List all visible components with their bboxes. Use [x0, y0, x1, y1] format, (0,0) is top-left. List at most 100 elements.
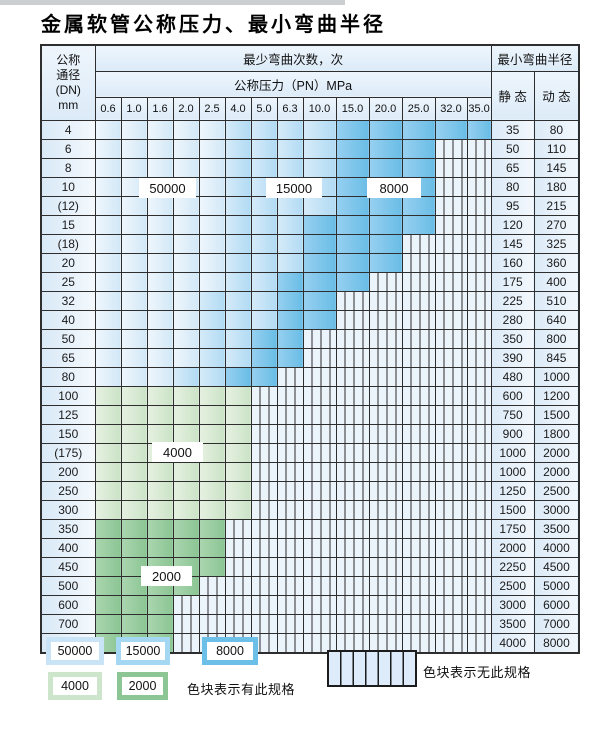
cycles-cell-2000 [94, 556, 122, 577]
dynamic-radius-value: 145 [533, 157, 580, 178]
row-dn-500: 500 2500 5000 [40, 575, 580, 596]
row-dn-125: 125 750 1500 [40, 404, 580, 425]
cycles-cell-15000 [224, 328, 252, 349]
no-spec-cell [335, 575, 370, 596]
dn-label: 80 [40, 366, 96, 387]
cycles-cell-50000 [198, 233, 226, 254]
no-spec-cell [434, 385, 468, 406]
cycles-cell-4000 [120, 461, 148, 482]
no-spec-cell [434, 328, 468, 349]
band-label-15000: 15000 [266, 178, 322, 198]
static-radius-value: 2000 [490, 537, 535, 558]
dynamic-radius-value: 180 [533, 176, 580, 197]
cycles-cell-8000 [368, 214, 403, 235]
cycles-cell-4000 [120, 423, 148, 444]
no-spec-cell [276, 385, 304, 406]
row-dn-32: 32 225 510 [40, 290, 580, 311]
cycles-cell-4000 [120, 480, 148, 501]
no-spec-cell [401, 404, 436, 425]
row-dn-100: 100 600 1200 [40, 385, 580, 406]
cycles-cell-2000 [120, 613, 148, 634]
cycles-cell-50000 [146, 271, 174, 292]
cycles-cell-15000 [224, 176, 252, 197]
no-spec-cell [466, 385, 492, 406]
cycles-cell-15000 [276, 214, 304, 235]
cycles-cell-8000 [434, 119, 468, 140]
dynamic-radius-value: 2000 [533, 461, 580, 482]
no-spec-cell [434, 613, 468, 634]
no-spec-cell [198, 575, 226, 596]
no-spec-cell [250, 461, 278, 482]
static-radius-value: 600 [490, 385, 535, 406]
dn-line-1: 公称 [56, 52, 81, 67]
no-spec-cell [434, 423, 468, 444]
cycles-cell-50000 [198, 195, 226, 216]
dynamic-radius-value: 215 [533, 195, 580, 216]
cycles-cell-4000 [120, 385, 148, 406]
cycles-cell-2000 [198, 518, 226, 539]
row-dn-40: 40 280 640 [40, 309, 580, 330]
no-spec-cell [401, 594, 436, 615]
no-spec-cell [466, 157, 492, 178]
row-dn-4: 4 35 80 [40, 119, 580, 140]
no-spec-cell [434, 518, 468, 539]
no-spec-cell [466, 176, 492, 197]
static-radius-value: 1000 [490, 442, 535, 463]
cycles-cell-50000 [146, 119, 174, 140]
cycles-cell-15000 [250, 119, 278, 140]
no-spec-cell [434, 556, 468, 577]
static-radius-value: 1250 [490, 480, 535, 501]
band-label-8000: 8000 [367, 178, 421, 198]
pressure-tick-20.0: 20.0 [368, 96, 403, 121]
no-spec-cell [401, 518, 436, 539]
static-radius-value: 120 [490, 214, 535, 235]
no-spec-cell [466, 347, 492, 368]
cycles-cell-50000 [120, 271, 148, 292]
static-radius-value: 175 [490, 271, 535, 292]
no-spec-cell [198, 613, 226, 634]
cycles-cell-4000 [224, 461, 252, 482]
cycles-cell-50000 [172, 328, 200, 349]
no-spec-cell [335, 613, 370, 634]
no-spec-cell [368, 480, 403, 501]
no-spec-cell [335, 347, 370, 368]
cycles-cell-15000 [198, 366, 226, 387]
no-spec-cell [276, 575, 304, 596]
cycles-cell-8000 [401, 214, 436, 235]
cycles-cell-8000 [302, 309, 337, 330]
dynamic-radius-value: 1800 [533, 423, 580, 444]
no-spec-cell [302, 328, 337, 349]
cycles-cell-50000 [172, 252, 200, 273]
cycles-cell-4000 [146, 423, 174, 444]
no-spec-cell [401, 632, 436, 653]
no-spec-cell [368, 461, 403, 482]
cycles-cell-8000 [466, 119, 492, 140]
row-dn-65: 65 390 845 [40, 347, 580, 368]
no-spec-cell [302, 575, 337, 596]
dn-line-4: mm [58, 97, 79, 112]
legend-swatch-50000: 50000 [46, 637, 104, 665]
cycles-cell-50000 [146, 309, 174, 330]
header-row-1: 公称 通径 (DN) mm 最少弯曲次数，次 最小弯曲半径 [40, 44, 580, 121]
no-spec-cell [250, 594, 278, 615]
no-spec-cell [401, 613, 436, 634]
dn-label: 450 [40, 556, 96, 577]
no-spec-cell [276, 537, 304, 558]
cycles-cell-8000 [302, 214, 337, 235]
cycles-cell-15000 [224, 252, 252, 273]
cycles-cell-2000 [120, 594, 148, 615]
cycles-cell-50000 [172, 214, 200, 235]
header-row-2: 公称压力（PN）MPa 静 态 动 态 [41, 70, 580, 121]
cycles-cell-4000 [146, 499, 174, 520]
cycles-cell-4000 [172, 480, 200, 501]
cycles-cell-2000 [94, 518, 122, 539]
cycles-cell-8000 [335, 233, 370, 254]
cycles-cell-50000 [172, 309, 200, 330]
cycles-cell-8000 [335, 138, 370, 159]
dn-label: 8 [40, 157, 96, 178]
no-spec-cell [335, 480, 370, 501]
no-spec-cell [401, 347, 436, 368]
cycles-cell-2000 [146, 613, 174, 634]
pressure-tick-15.0: 15.0 [335, 96, 370, 121]
cycles-cell-50000 [146, 214, 174, 235]
